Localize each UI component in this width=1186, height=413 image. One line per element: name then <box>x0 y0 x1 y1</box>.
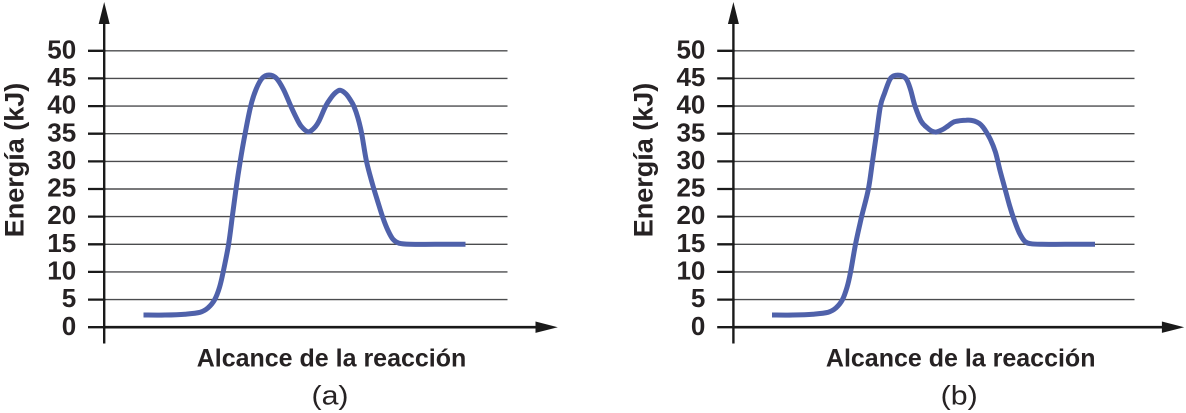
svg-text:50: 50 <box>47 34 76 64</box>
svg-text:25: 25 <box>676 173 705 203</box>
svg-text:Alcance de la reacción: Alcance de la reacción <box>826 345 1096 373</box>
svg-text:(a): (a) <box>312 381 349 411</box>
svg-text:5: 5 <box>691 283 705 313</box>
svg-text:25: 25 <box>47 173 76 203</box>
svg-text:10: 10 <box>676 256 705 286</box>
svg-text:45: 45 <box>676 62 705 92</box>
svg-text:(b): (b) <box>941 381 978 411</box>
svg-text:0: 0 <box>62 311 76 341</box>
svg-text:30: 30 <box>47 145 76 175</box>
svg-text:0: 0 <box>691 311 705 341</box>
svg-text:20: 20 <box>676 200 705 230</box>
svg-text:5: 5 <box>62 283 76 313</box>
svg-text:35: 35 <box>47 117 76 147</box>
svg-text:30: 30 <box>676 145 705 175</box>
svg-text:40: 40 <box>47 90 76 120</box>
svg-text:Energía (kJ): Energía (kJ) <box>629 83 659 238</box>
svg-text:15: 15 <box>676 228 705 258</box>
svg-text:45: 45 <box>47 62 76 92</box>
svg-text:20: 20 <box>47 200 76 230</box>
svg-text:40: 40 <box>676 90 705 120</box>
svg-text:Energía (kJ): Energía (kJ) <box>0 83 30 238</box>
svg-text:15: 15 <box>47 228 76 258</box>
svg-text:50: 50 <box>676 34 705 64</box>
svg-text:Alcance de la reacción: Alcance de la reacción <box>197 345 467 373</box>
svg-text:35: 35 <box>676 117 705 147</box>
svg-text:10: 10 <box>47 256 76 286</box>
